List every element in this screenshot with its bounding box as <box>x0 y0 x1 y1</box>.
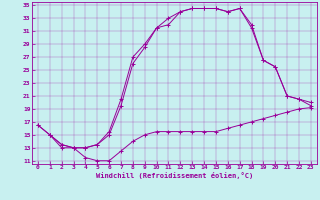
X-axis label: Windchill (Refroidissement éolien,°C): Windchill (Refroidissement éolien,°C) <box>96 172 253 179</box>
